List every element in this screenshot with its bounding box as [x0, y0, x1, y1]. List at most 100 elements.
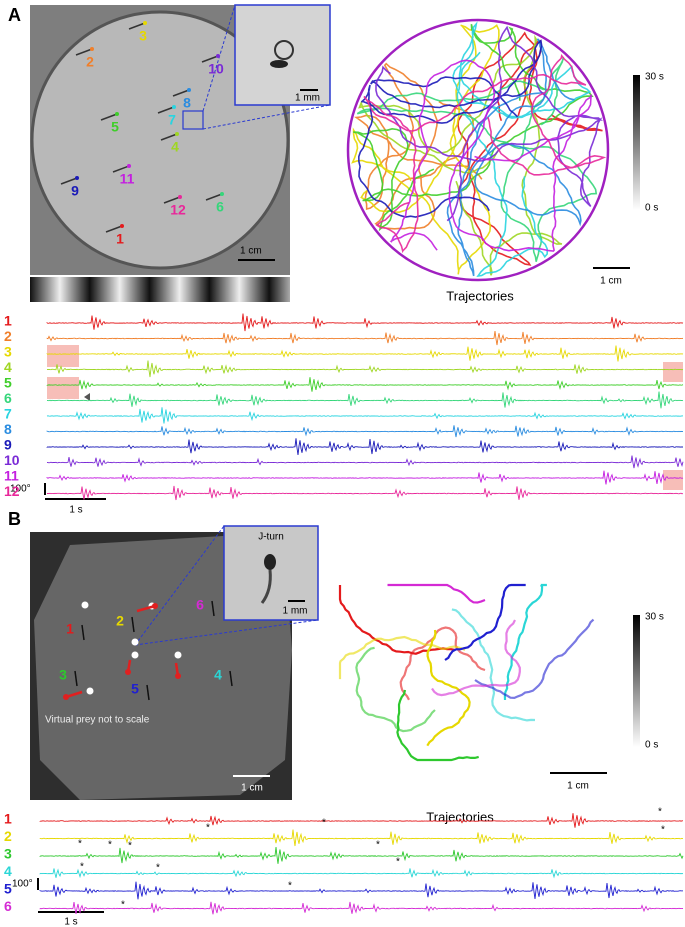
fish — [211, 600, 215, 617]
marker: * — [658, 807, 662, 818]
trajectory — [452, 21, 592, 278]
marker: * — [376, 840, 380, 851]
inset-scale: 1 mm — [295, 93, 320, 104]
marker: * — [206, 823, 210, 834]
prey-arrow — [136, 604, 156, 613]
fish — [81, 624, 85, 641]
marker: * — [108, 840, 112, 851]
fish — [157, 106, 175, 114]
fish-eye — [75, 176, 79, 180]
marker: * — [288, 881, 292, 892]
fish-label: 9 — [71, 183, 79, 199]
zoom-line — [202, 4, 236, 112]
fish-label: 1 — [66, 621, 74, 637]
trajectories-title: Trajectories — [426, 809, 494, 824]
fish-label: 12 — [170, 202, 186, 218]
fish — [205, 193, 223, 201]
trace-label: 4 — [4, 359, 12, 375]
panel-label: A — [8, 5, 21, 25]
trace — [46, 438, 683, 456]
fish-label: 11 — [120, 171, 135, 187]
fish-eye — [143, 21, 147, 25]
fish-eye — [220, 192, 224, 196]
trace — [39, 813, 683, 828]
prey-dot — [174, 651, 182, 659]
trajectory — [357, 39, 543, 218]
highlight — [47, 377, 79, 399]
colorbar-bottom: 0 s — [645, 203, 658, 214]
colorbar-top: 30 s — [645, 72, 664, 83]
highlights — [47, 345, 683, 490]
image-scale: 1 cm — [241, 783, 263, 794]
fish — [128, 22, 146, 30]
time-scale: 1 s — [69, 505, 82, 516]
trace-label: 5 — [4, 375, 12, 391]
zoom-box — [182, 110, 204, 130]
fish — [131, 616, 135, 633]
amp-scale: 100° — [12, 879, 33, 890]
note: Virtual prey not to scale — [45, 715, 150, 726]
inset — [234, 4, 331, 106]
fish-label: 6 — [216, 199, 224, 215]
fish-label: 5 — [111, 119, 119, 135]
fish-eye — [172, 105, 176, 109]
fish — [229, 670, 233, 687]
prey-dot — [86, 687, 94, 695]
fish-label: 7 — [168, 112, 176, 128]
inset-fish — [264, 554, 276, 570]
inset-fish — [274, 40, 294, 60]
fish-label: 2 — [116, 613, 124, 629]
trace — [39, 829, 684, 847]
fish — [163, 196, 181, 204]
inset-title: J-turn — [258, 532, 284, 543]
trace-label: 2 — [4, 828, 12, 844]
trajectory — [387, 583, 486, 604]
trace-label: 1 — [4, 313, 12, 329]
trace — [47, 485, 684, 501]
fish-label: 4 — [171, 139, 179, 155]
prey-dot — [81, 601, 89, 609]
trace-label: 4 — [4, 863, 12, 879]
fish-label: 5 — [131, 681, 139, 697]
trace — [39, 868, 684, 879]
trajectory-scale: 1 cm — [567, 781, 589, 792]
colorbar — [633, 615, 640, 747]
trajectory — [444, 583, 526, 661]
trace-label: 6 — [4, 898, 12, 914]
marker: * — [156, 863, 160, 874]
trace-label: 5 — [4, 881, 12, 897]
fish — [160, 133, 178, 141]
trace — [39, 881, 684, 900]
trajectory — [358, 34, 563, 276]
fish — [112, 165, 130, 173]
fish-eye — [175, 132, 179, 136]
trajectory — [399, 626, 486, 701]
fish-label: 3 — [139, 28, 147, 44]
trajectories — [338, 583, 595, 762]
image-scale: 1 cm — [240, 246, 262, 257]
prey-dot — [131, 651, 139, 659]
fish — [146, 684, 150, 701]
trajectory — [446, 38, 582, 277]
trajectory — [353, 24, 594, 232]
trajectory — [451, 608, 536, 722]
marker: * — [78, 839, 82, 850]
trajectory — [351, 24, 500, 275]
fish — [60, 177, 78, 185]
fish-label: 4 — [214, 667, 222, 683]
trace-label: 3 — [4, 344, 12, 360]
fish-label: 1 — [116, 231, 124, 247]
arena-dish — [30, 10, 290, 270]
prey-dot — [131, 638, 139, 646]
trace — [46, 360, 684, 378]
fish-eye — [127, 164, 131, 168]
fish-eye — [90, 47, 94, 51]
trajectory-scale: 1 cm — [600, 276, 622, 287]
amp-scale: 100° — [10, 484, 31, 495]
fish-label: 8 — [183, 95, 191, 111]
marker: * — [128, 841, 132, 852]
prey-arrow-head — [152, 603, 158, 609]
fish — [105, 225, 123, 233]
marker: * — [121, 900, 125, 911]
